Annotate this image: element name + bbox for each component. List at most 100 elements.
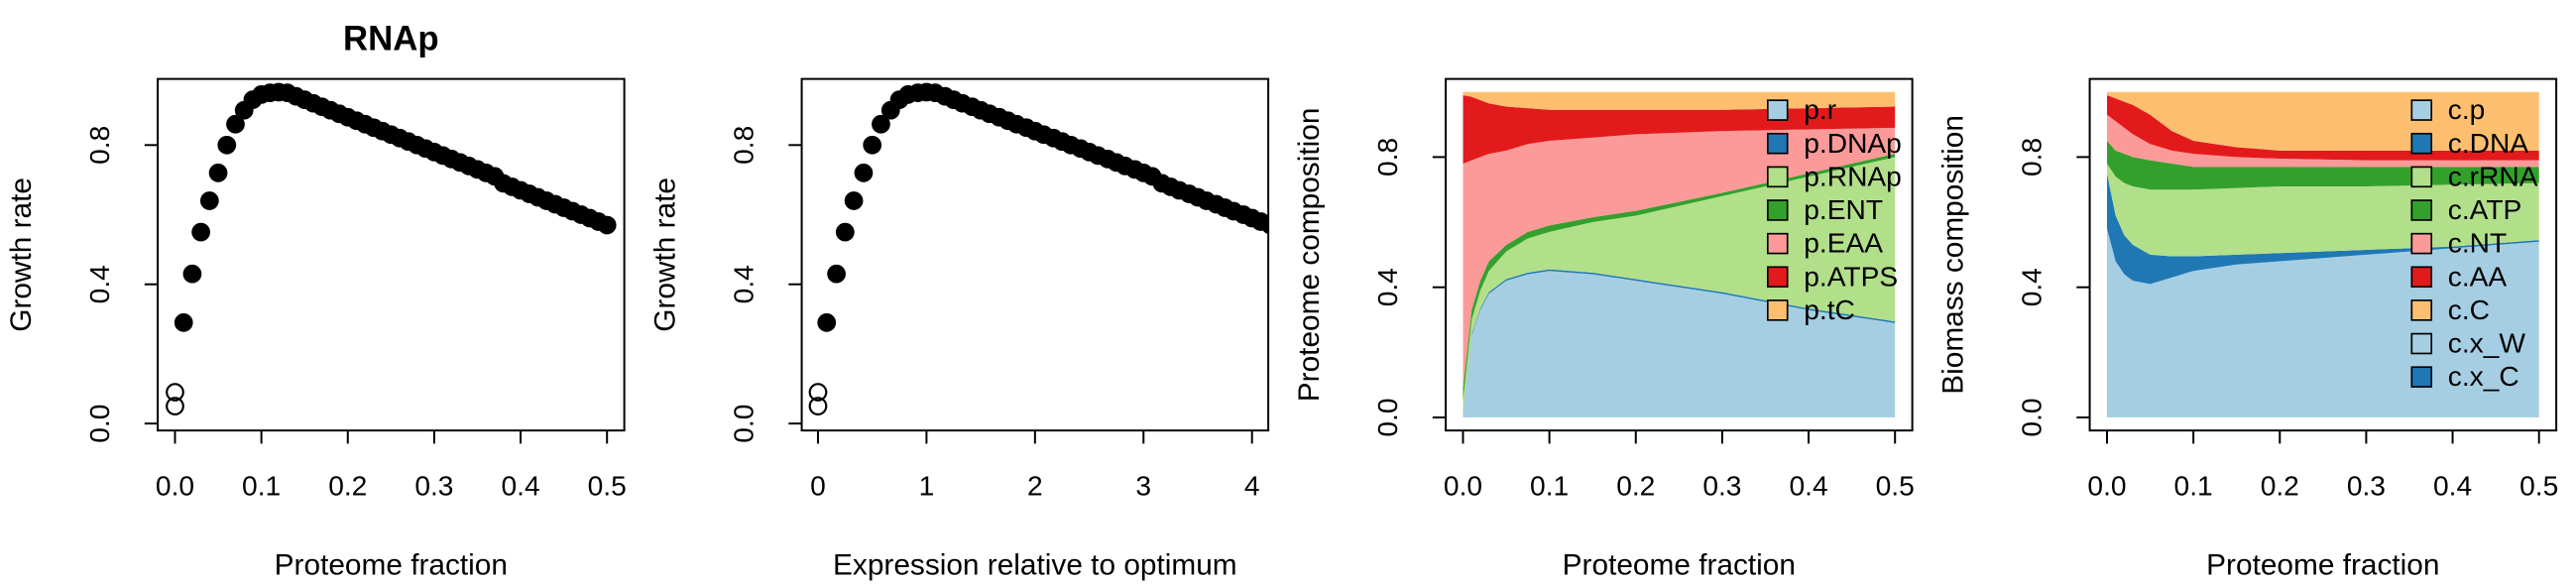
point [808,397,828,415]
x-tick-label: 0.1 [2174,471,2213,502]
legend-swatch [2410,232,2433,255]
y-tick-label: 0.8 [729,126,760,165]
legend-swatch [2410,266,2433,289]
x-tick-label: 0.3 [414,471,453,502]
y-tick-label: 0.8 [2017,138,2048,176]
x-tick-label: 0.5 [588,471,627,502]
legend-label: c.AA [2448,261,2508,292]
legend-label: c.NT [2448,228,2507,259]
x-tick-label: 0.4 [2433,471,2472,502]
y-tick-label: 0.0 [1372,398,1403,436]
y-tick-label: 0.8 [84,126,115,165]
x-tick-label: 0.0 [1444,471,1482,502]
legend-label: c.x_W [2448,328,2526,359]
point [191,222,210,242]
y-tick-label: 0.0 [84,405,115,443]
y-tick-label: 0.4 [1372,268,1403,306]
point [226,114,245,134]
legend-label: c.rRNA [2448,161,2538,191]
y-axis-label: Biomass composition [1937,115,1970,395]
legend-swatch [1766,266,1789,289]
legend-swatch [2410,199,2433,221]
legend-swatch [2410,99,2433,121]
legend-label: c.p [2448,94,2486,125]
x-tick-label: 0.5 [2519,471,2558,502]
plot-frame [2088,77,2558,432]
legend-swatch [1766,299,1789,321]
plot-frame [1445,77,1914,432]
legend-label: c.x_C [2448,361,2519,392]
point [182,264,202,284]
point [217,135,237,155]
point [844,191,864,210]
legend-label: c.C [2448,294,2490,325]
y-axis-label: Growth rate [5,177,38,332]
plot-frame [157,77,626,432]
x-tick-label: 3 [1135,471,1151,502]
y-tick-label: 0.4 [2017,268,2048,306]
x-tick-label: 4 [1244,471,1260,502]
legend-swatch [1766,232,1789,255]
x-tick-label: 0.4 [1789,471,1827,502]
legend-swatch [1766,199,1789,221]
legend-swatch [2410,299,2433,321]
x-tick-label: 0.2 [328,471,367,502]
chart-title: RNAp [343,21,439,58]
area [2106,95,2539,161]
y-tick-label: 0.4 [729,265,760,303]
point [597,215,617,235]
legend-swatch [1766,99,1789,121]
legend-label: c.ATP [2448,194,2522,225]
legend-swatch [1766,132,1789,155]
point [166,383,184,402]
legend-label: p.ATPS [1804,261,1898,292]
legend-swatch [2410,166,2433,188]
x-tick-label: 0.1 [242,471,281,502]
x-tick-label: 0.2 [1616,471,1655,502]
legend-swatch [2410,132,2433,155]
x-axis-label: Proteome fraction [1563,549,1796,582]
area [1463,154,1896,402]
point [1260,215,1269,235]
y-axis-label: Growth rate [649,177,682,332]
area [2106,114,2539,168]
x-tick-label: 0.2 [2261,471,2299,502]
x-tick-label: 2 [1027,471,1043,502]
x-tick-label: 0.1 [1530,471,1569,502]
point [817,312,837,332]
legend-label: p.ENT [1804,194,1883,225]
point [835,222,855,242]
x-axis-label: Proteome fraction [275,549,508,582]
y-tick-label: 0.0 [2017,398,2048,436]
point [854,164,874,182]
y-tick-label: 0.0 [729,405,760,443]
area [1463,157,1896,416]
y-tick-label: 0.8 [1372,138,1403,176]
plot-area [808,82,1269,415]
x-tick-label: 0.4 [501,471,539,502]
legend-label: p.tC [1804,294,1855,325]
y-axis-label: Proteome composition [1293,108,1326,403]
point [863,135,882,155]
point [808,383,828,402]
x-tick-label: 0.5 [1876,471,1915,502]
point [199,191,219,210]
point [166,397,184,415]
legend-label: p.DNAp [1804,128,1902,159]
point [208,164,228,182]
point [827,264,846,284]
x-tick-label: 0 [810,471,826,502]
legend-swatch [2410,366,2433,388]
x-tick-label: 0.0 [156,471,194,502]
x-tick-label: 0.3 [1702,471,1741,502]
area [2106,173,2539,285]
legend-label: p.RNAp [1804,161,1902,191]
legend-label: c.DNA [2448,128,2529,159]
x-tick-label: 1 [919,471,935,502]
legend-label: p.r [1804,94,1836,125]
legend-swatch [1766,166,1789,188]
y-tick-label: 0.4 [84,265,115,303]
point [174,312,193,332]
